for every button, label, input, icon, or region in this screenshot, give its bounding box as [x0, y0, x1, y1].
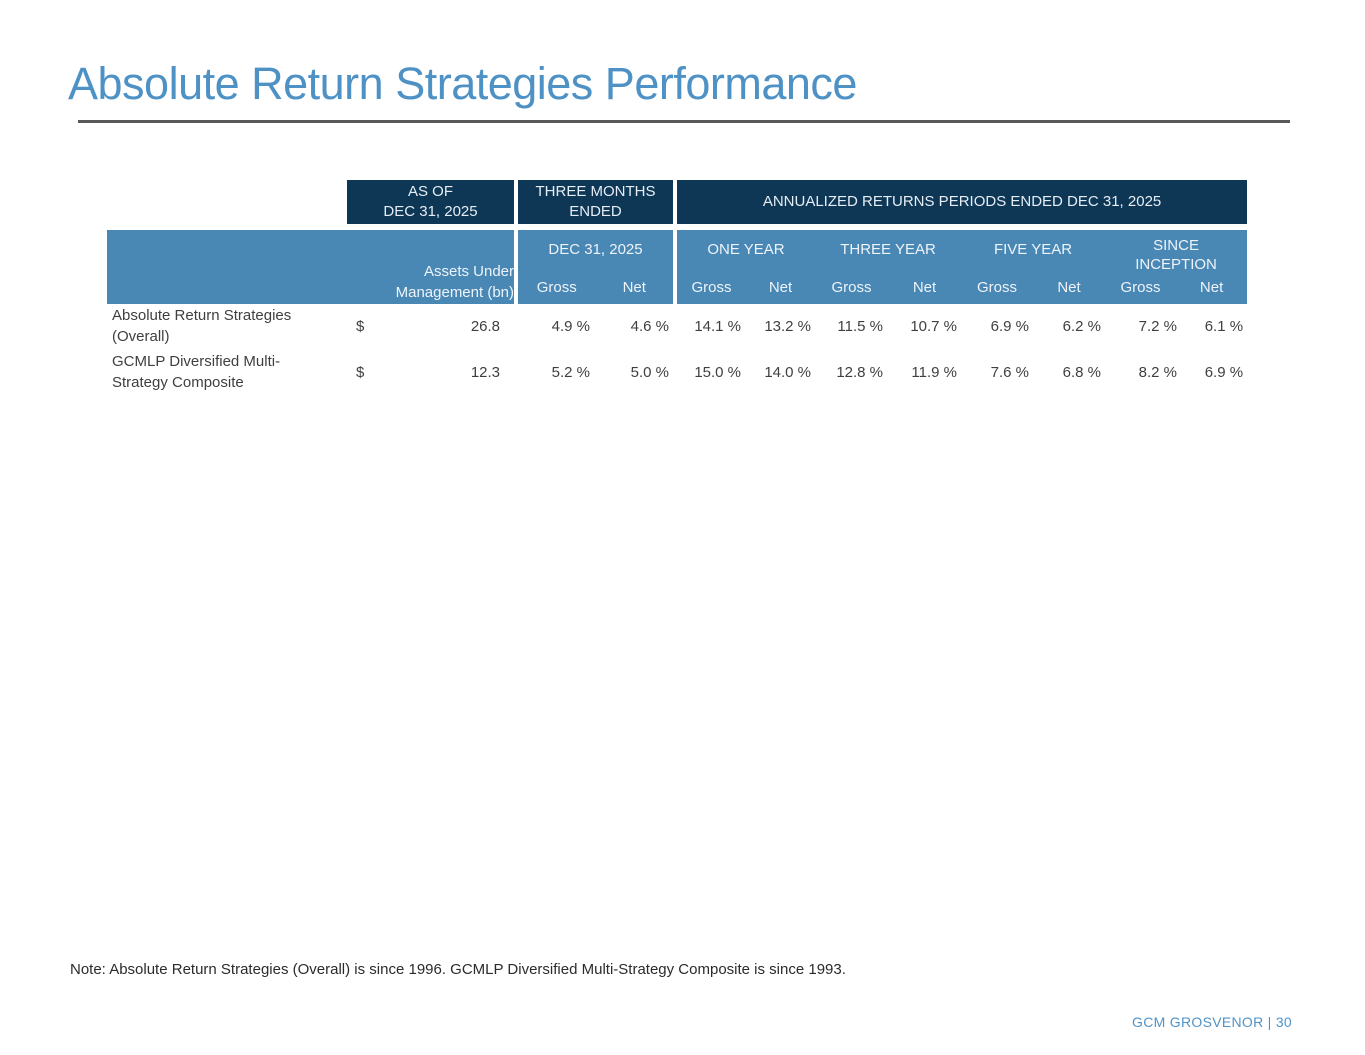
header-spacer — [107, 180, 347, 230]
aum-column-header: Assets Under Management (bn) — [107, 229, 515, 304]
value-cell: 6.1 % — [1181, 303, 1248, 350]
value-cell: 13.2 % — [745, 303, 816, 350]
value-cell: 12.8 % — [815, 349, 888, 396]
one-year-column-group: ONE YEAR Gross Net — [673, 229, 816, 304]
value-cell: 5.2 % — [514, 349, 595, 396]
three-year-group-label: THREE YEAR — [840, 240, 936, 258]
one-year-group-label: ONE YEAR — [707, 240, 785, 258]
table-row: Absolute Return Strategies (Overall) $ 2… — [107, 303, 1248, 350]
net-column-header: Net — [622, 278, 646, 296]
value-cell: 7.6 % — [961, 349, 1034, 396]
since-inception-group-label: SINCE INCEPTION — [1135, 236, 1217, 273]
title-underline — [78, 120, 1290, 123]
value-cell: 14.1 % — [673, 303, 746, 350]
five-year-group-label: FIVE YEAR — [993, 240, 1073, 258]
net-column-header: Net — [912, 278, 937, 296]
value-cell: 11.9 % — [887, 349, 962, 396]
gross-column-header: Gross — [977, 278, 1018, 296]
value-cell: 6.9 % — [961, 303, 1034, 350]
row-label: Absolute Return Strategies (Overall) — [107, 303, 347, 350]
value-cell: 7.2 % — [1105, 303, 1182, 350]
value-cell: 5.0 % — [594, 349, 674, 396]
net-column-header: Net — [768, 278, 793, 296]
value-cell: 6.2 % — [1033, 303, 1106, 350]
currency-symbol: $ — [347, 303, 379, 350]
annualized-returns-header: ANNUALIZED RETURNS PERIODS ENDED DEC 31,… — [673, 180, 1248, 230]
as-of-header: AS OF DEC 31, 2025 — [347, 180, 515, 230]
dec31-column-group: DEC 31, 2025 Gross Net — [514, 229, 674, 304]
performance-table: AS OF DEC 31, 2025 THREE MONTHS ENDED AN… — [107, 180, 1248, 396]
dec31-group-label: DEC 31, 2025 — [548, 240, 643, 258]
five-year-column-group: FIVE YEAR Gross Net — [961, 229, 1106, 304]
aum-value: 12.3 — [379, 349, 515, 396]
value-cell: 4.9 % — [514, 303, 595, 350]
aum-value: 26.8 — [379, 303, 515, 350]
value-cell: 4.6 % — [594, 303, 674, 350]
value-cell: 6.9 % — [1181, 349, 1248, 396]
table-header-row-top: AS OF DEC 31, 2025 THREE MONTHS ENDED AN… — [107, 180, 1248, 230]
value-cell: 10.7 % — [887, 303, 962, 350]
table-header-row-sub: Assets Under Management (bn) DEC 31, 202… — [107, 229, 1248, 304]
value-cell: 6.8 % — [1033, 349, 1106, 396]
net-column-header: Net — [1199, 278, 1224, 296]
gross-column-header: Gross — [831, 278, 872, 296]
value-cell: 11.5 % — [815, 303, 888, 350]
value-cell: 8.2 % — [1105, 349, 1182, 396]
value-cell: 15.0 % — [673, 349, 746, 396]
gross-column-header: Gross — [536, 278, 577, 296]
net-column-header: Net — [1057, 278, 1081, 296]
gross-column-header: Gross — [1120, 278, 1161, 296]
page-title: Absolute Return Strategies Performance — [68, 58, 857, 109]
three-year-column-group: THREE YEAR Gross Net — [815, 229, 962, 304]
since-inception-column-group: SINCE INCEPTION Gross Net — [1105, 229, 1248, 304]
three-months-header: THREE MONTHS ENDED — [514, 180, 674, 230]
footer-brand-page-number: GCM GROSVENOR | 30 — [1132, 1014, 1292, 1030]
footnote-text: Note: Absolute Return Strategies (Overal… — [70, 961, 846, 978]
gross-column-header: Gross — [691, 278, 732, 296]
performance-table-container: AS OF DEC 31, 2025 THREE MONTHS ENDED AN… — [107, 180, 1248, 396]
value-cell: 14.0 % — [745, 349, 816, 396]
currency-symbol: $ — [347, 349, 379, 396]
table-row: GCMLP Diversified Multi- Strategy Compos… — [107, 349, 1248, 396]
row-label: GCMLP Diversified Multi- Strategy Compos… — [107, 349, 347, 396]
